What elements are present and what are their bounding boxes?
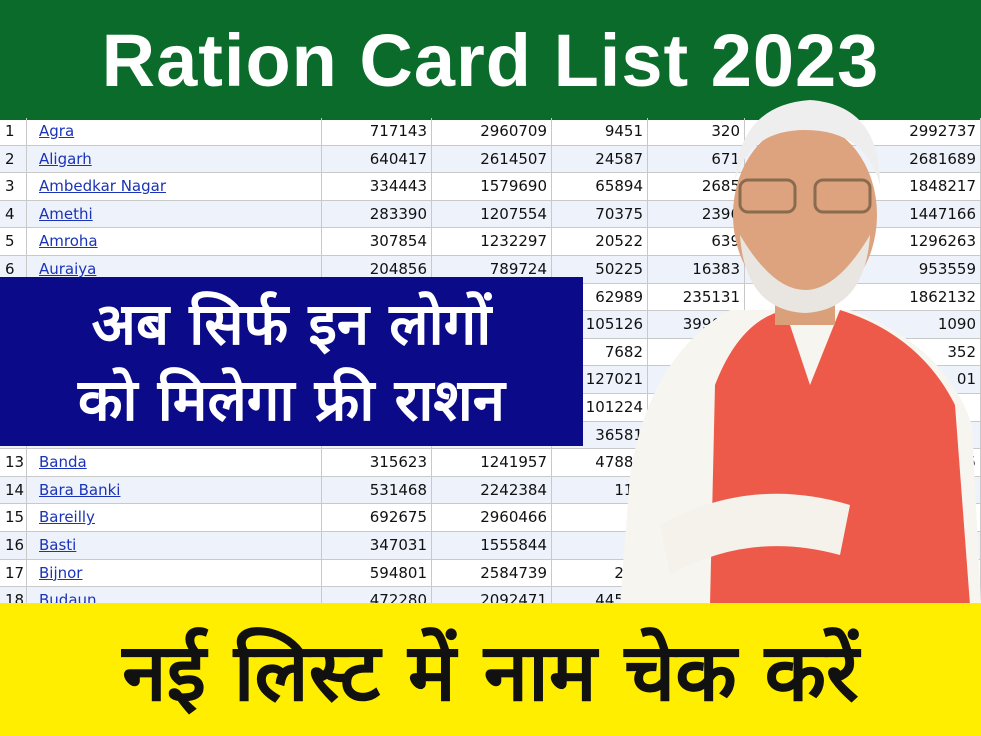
table-cell: 640417 — [322, 145, 432, 173]
table-cell: 2960709 — [432, 118, 552, 145]
district-link[interactable]: Basti — [39, 536, 77, 554]
table-cell: 16383 — [648, 256, 745, 283]
table-cell: 13 — [0, 449, 27, 477]
table-cell: Amethi — [27, 200, 322, 228]
table-cell: Banda — [27, 449, 322, 477]
district-link[interactable]: Ambedkar Nagar — [39, 177, 166, 196]
table-cell: Aligarh — [27, 145, 322, 173]
district-link[interactable]: Bijnor — [39, 563, 83, 582]
banner-line: अब सिर्फ इन लोगों — [91, 289, 492, 358]
table-cell: 1 — [0, 118, 27, 145]
table-cell: 347031 — [322, 532, 432, 559]
table-cell: 101224 — [552, 394, 648, 421]
glasses — [738, 178, 797, 214]
table-row: 1 Agra 717143 2960709 9451 320 2992737 — [0, 118, 981, 146]
table-cell: Amroha — [27, 228, 322, 256]
table-cell: Bareilly — [27, 504, 322, 532]
table-cell: 204856 — [322, 256, 432, 283]
table-cell: 16 — [0, 532, 27, 559]
table-cell: 717143 — [322, 118, 432, 145]
table-cell: 594801 — [322, 559, 432, 587]
table-cell: Basti — [27, 532, 322, 559]
table-cell: 20522 — [552, 228, 648, 256]
table-cell: 9451 — [552, 118, 648, 145]
table-cell: 2242384 — [432, 476, 552, 504]
table-cell: 15 — [0, 504, 27, 532]
table-cell: 62989 — [552, 283, 648, 311]
table-cell: 2584739 — [432, 559, 552, 587]
table-cell: 3 — [0, 173, 27, 201]
hair — [735, 100, 880, 185]
table-cell: Ambedkar Nagar — [27, 173, 322, 201]
table-cell: 692675 — [322, 504, 432, 532]
table-cell: 2960466 — [432, 504, 552, 532]
table-cell: 315623 — [322, 449, 432, 477]
person-photo — [620, 100, 981, 605]
table-cell: 7682 — [552, 338, 648, 366]
table-cell: 14 — [0, 476, 27, 504]
district-link[interactable]: Bareilly — [39, 508, 95, 527]
table-cell: 6 — [0, 256, 27, 283]
beard — [740, 235, 870, 313]
table-cell: 24587 — [552, 145, 648, 173]
table-cell: 789724 — [432, 256, 552, 283]
district-link[interactable]: Auraiya — [39, 260, 97, 278]
glasses — [813, 178, 872, 214]
table-cell: 307854 — [322, 228, 432, 256]
table-cell: Bara Banki — [27, 476, 322, 504]
table-cell: 2614507 — [432, 145, 552, 173]
table-cell: 1241957 — [432, 449, 552, 477]
table-cell: Auraiya — [27, 256, 322, 283]
table-cell: 235131 — [648, 283, 745, 311]
table-row: 3 Ambedkar Nagar 334443 1579690 65894 2685 184… — [0, 173, 981, 201]
district-link[interactable]: Amroha — [39, 232, 98, 251]
district-link[interactable]: Bara Banki — [39, 480, 121, 499]
table-cell: 105126 — [552, 311, 648, 339]
table-cell: 1232297 — [432, 228, 552, 256]
district-link[interactable]: Agra — [39, 122, 75, 140]
table-cell: Agra — [27, 118, 322, 145]
table-row: 5 Amroha 307854 1232297 20522 639 1296263 — [0, 228, 981, 256]
table-cell: 127021 — [552, 366, 648, 394]
table-cell: 70375 — [552, 200, 648, 228]
title: Ration Card List 2023 — [101, 18, 880, 102]
header: Ration Card List 2023 — [0, 0, 981, 120]
banner: अब सिर्फ इन लोगों को मिलेगा फ्री राशन — [0, 277, 583, 446]
banner-line: को मिलेगा फ्री राशन — [78, 365, 505, 434]
footer-text: नई लिस्ट में नाम चेक करें — [122, 626, 859, 719]
table-cell: 283390 — [322, 200, 432, 228]
arms — [660, 493, 850, 575]
table-cell: 320 — [648, 118, 745, 145]
table-cell: 65894 — [552, 173, 648, 201]
vest — [710, 310, 970, 605]
table-cell: 671 — [648, 145, 745, 173]
footer: नई लिस्ट में नाम चेक करें — [0, 603, 981, 736]
table-cell: 17 — [0, 559, 27, 587]
table-cell: 531468 — [322, 476, 432, 504]
face — [733, 123, 877, 307]
district-link[interactable]: Aligarh — [39, 149, 92, 168]
table-cell: 2 — [0, 145, 27, 173]
table-cell: 50225 — [552, 256, 648, 283]
table-cell: 5 — [0, 228, 27, 256]
table-cell: 1555844 — [432, 532, 552, 559]
table-cell: 1207554 — [432, 200, 552, 228]
district-link[interactable]: Amethi — [39, 204, 93, 223]
table-cell: 334443 — [322, 173, 432, 201]
table-cell: 4 — [0, 200, 27, 228]
district-link[interactable]: Banda — [39, 453, 87, 472]
table-cell: Bijnor — [27, 559, 322, 587]
table-cell: 1579690 — [432, 173, 552, 201]
